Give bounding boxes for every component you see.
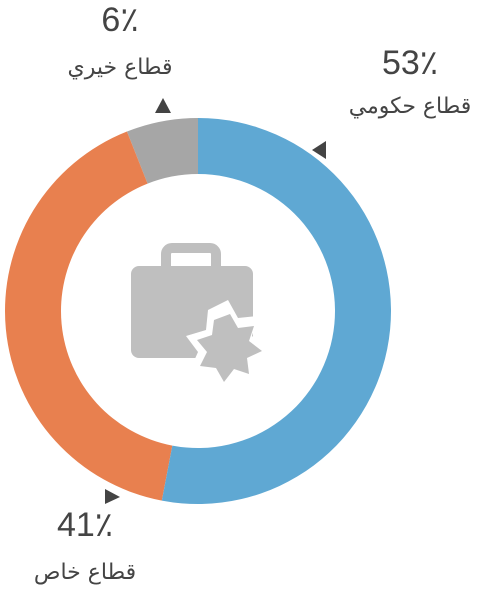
category-label: قطاع خيري: [68, 55, 173, 80]
value-label: 6٪: [101, 1, 138, 39]
pointer: [155, 98, 171, 113]
donut-segment: [161, 118, 392, 504]
category-label: قطاع خاص: [34, 560, 136, 585]
category-label: قطاع حكومي: [349, 94, 472, 119]
value-label: 53٪: [382, 44, 438, 82]
donut-segment: [126, 118, 198, 184]
donut-segment: [5, 131, 173, 501]
value-label: 41٪: [57, 506, 113, 544]
pointer: [105, 489, 120, 504]
center-icon: [131, 243, 268, 390]
pointer: [312, 141, 326, 159]
